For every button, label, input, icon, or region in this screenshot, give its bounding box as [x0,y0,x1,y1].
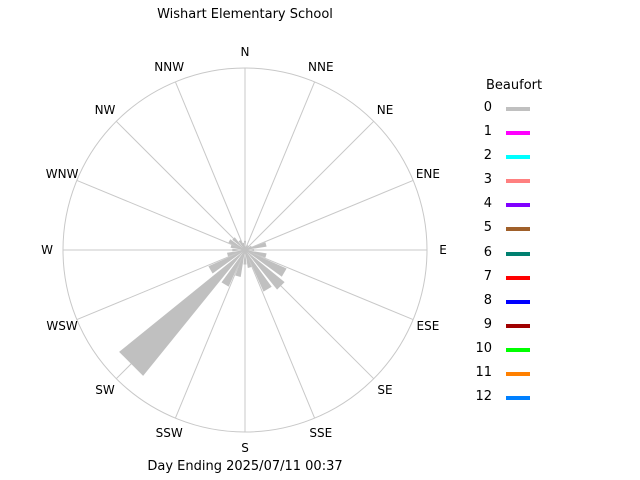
spoke-sse [244,249,316,419]
petal-315 [232,237,245,250]
direction-label-nne: NNE [308,60,334,74]
legend-item-label: 11 [475,365,492,381]
petal-345 [242,242,245,250]
legend-item: 3 [470,172,550,196]
legend-swatch [506,275,530,280]
petal-255 [227,250,245,257]
spoke-ese [244,249,414,321]
legend-item-label: 5 [483,220,492,236]
legend-swatch [506,179,530,184]
legend-item: 0 [470,100,550,124]
legend-swatch [506,131,530,136]
legend-swatch [506,227,530,232]
direction-label-sw: SW [95,383,115,397]
direction-label-se: SE [377,383,392,397]
legend-item: 4 [470,196,550,220]
petal-165 [245,250,252,268]
legend-swatch [506,251,530,256]
legend-item: 5 [470,220,550,244]
direction-label-wsw: WSW [46,319,77,333]
legend-item: 9 [470,317,550,341]
petal-45 [245,245,250,250]
petal-135 [245,250,285,290]
petal-225 [119,250,245,376]
legend-swatch [506,299,530,304]
spoke-nnw [174,81,246,251]
petal-195 [235,250,245,277]
legend-item-label: 9 [483,316,492,332]
petal-150 [245,250,272,292]
petal-285 [230,244,245,250]
direction-label-n: N [241,45,250,59]
direction-label-w: W [41,243,53,257]
petal-105 [245,250,267,258]
petal-270 [232,248,245,252]
legend-item: 6 [470,245,550,269]
legend-swatch [506,347,530,352]
direction-label-ene: ENE [416,167,440,181]
legend: 0 1 2 3 4 5 6 7 8 9 10 11 12 [470,100,550,413]
legend-item: 8 [470,293,550,317]
legend-item-label: 1 [483,124,492,140]
petal-30 [245,245,249,250]
legend-item-label: 7 [483,268,492,284]
spoke-ene [244,179,414,251]
legend-swatch [506,203,530,208]
chart-title: Wishart Elementary School [157,7,333,22]
spoke-nw [115,120,246,251]
legend-item-label: 2 [483,148,492,164]
petal-120 [245,250,287,277]
legend-swatch [506,155,530,160]
direction-label-s: S [241,441,249,455]
direction-label-wnw: WNW [46,167,79,181]
direction-label-sse: SSE [309,426,332,440]
petal-15 [245,246,247,250]
legend-item-label: 3 [483,172,492,188]
petal-0 [244,240,246,250]
direction-label-ese: ESE [417,319,440,333]
spoke-wsw [76,249,246,321]
legend-swatch [506,396,530,401]
legend-item-label: 6 [483,244,492,260]
spoke-wnw [76,179,246,251]
legend-item-label: 10 [475,340,492,356]
legend-item: 12 [470,389,550,413]
legend-item-label: 8 [483,292,492,308]
direction-label-nw: NW [95,103,116,117]
legend-item-label: 4 [483,196,492,212]
spoke-nne [244,81,316,251]
legend-item: 2 [470,148,550,172]
legend-swatch [506,372,530,377]
legend-item: 10 [470,341,550,365]
direction-label-e: E [439,243,447,257]
petal-240 [208,250,245,274]
petal-330 [238,240,245,250]
direction-label-ssw: SSW [156,426,183,440]
direction-label-nnw: NNW [154,60,184,74]
petal-75 [245,242,267,250]
spoke-ne [244,120,375,251]
legend-swatch [506,107,530,111]
legend-item-label: 0 [483,100,492,115]
chart-footer: Day Ending 2025/07/11 00:37 [147,459,343,474]
direction-label-ne: NE [377,103,394,117]
legend-swatch [506,323,530,328]
petal-180 [243,250,247,265]
legend-item-label: 12 [475,389,492,405]
petal-210 [221,250,245,287]
legend-item: 11 [470,365,550,389]
petal-90 [245,249,255,251]
legend-title: Beaufort [486,78,543,93]
legend-item: 1 [470,124,550,148]
spoke-ssw [174,249,246,419]
petal-60 [245,245,252,250]
legend-item: 7 [470,269,550,293]
petal-300 [228,239,245,250]
